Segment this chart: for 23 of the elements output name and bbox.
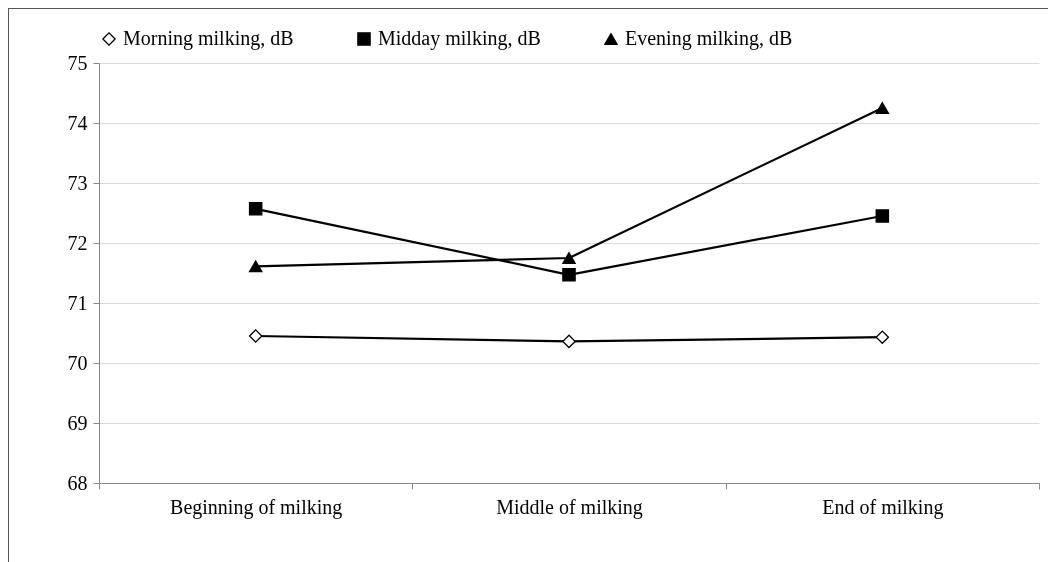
y-tick-label: 71	[67, 291, 88, 314]
legend-label: Evening milking, dB	[625, 27, 793, 50]
y-tick-label: 72	[67, 231, 88, 254]
y-tick-label: 75	[67, 51, 88, 74]
point	[562, 268, 576, 282]
y-tick-label: 74	[67, 111, 88, 134]
y-tick-label: 68	[67, 471, 88, 494]
point	[562, 334, 576, 349]
point	[875, 102, 890, 114]
point	[562, 252, 576, 264]
legend-label: Morning milking, dB	[123, 27, 294, 50]
y-tick-label: 69	[67, 411, 88, 434]
legend-label: Midday milking, dB	[378, 27, 541, 50]
point	[875, 209, 890, 223]
y-tick-label: 73	[67, 171, 88, 194]
point	[248, 202, 263, 216]
x-tick-label: End of milking	[822, 495, 944, 519]
x-tick-label: Middle of milking	[496, 495, 643, 519]
x-tick-label: Beginning of milking	[170, 495, 343, 519]
point	[875, 330, 890, 344]
point	[248, 329, 263, 343]
y-tick-label: 70	[67, 351, 88, 374]
point	[248, 260, 263, 273]
